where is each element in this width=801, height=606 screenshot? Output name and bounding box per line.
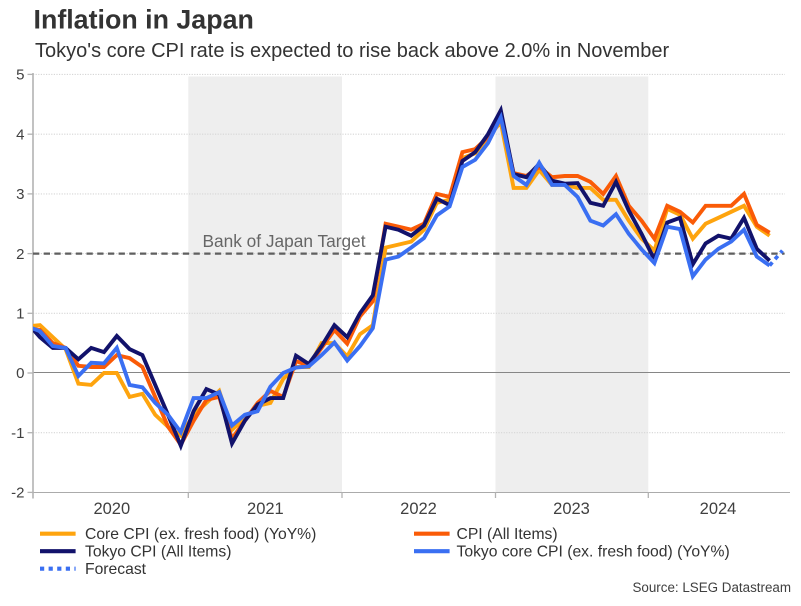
svg-text:-2: -2 <box>11 485 24 502</box>
svg-text:-1: -1 <box>11 425 24 442</box>
svg-text:5: 5 <box>16 67 24 84</box>
svg-text:Tokyo core CPI (ex. fresh food: Tokyo core CPI (ex. fresh food) (YoY%) <box>457 544 730 561</box>
svg-text:0: 0 <box>16 365 24 382</box>
svg-text:Source: LSEG Datastream: Source: LSEG Datastream <box>632 580 791 595</box>
svg-text:Inflation in Japan: Inflation in Japan <box>34 5 254 35</box>
svg-text:4: 4 <box>16 126 24 143</box>
svg-text:2020: 2020 <box>93 500 130 518</box>
svg-text:2024: 2024 <box>700 500 737 518</box>
svg-text:2021: 2021 <box>247 500 284 518</box>
svg-text:Core CPI (ex. fresh food) (YoY: Core CPI (ex. fresh food) (YoY%) <box>85 526 316 543</box>
svg-text:2023: 2023 <box>553 500 590 518</box>
svg-text:Forecast: Forecast <box>85 561 147 578</box>
svg-text:CPI (All Items): CPI (All Items) <box>457 526 558 543</box>
svg-text:Tokyo's core CPI rate is expec: Tokyo's core CPI rate is expected to ris… <box>35 40 669 62</box>
svg-text:Bank of Japan Target: Bank of Japan Target <box>202 231 365 251</box>
svg-text:1: 1 <box>16 306 24 323</box>
svg-text:3: 3 <box>16 186 24 203</box>
svg-text:2: 2 <box>16 246 24 263</box>
svg-text:Tokyo CPI (All Items): Tokyo CPI (All Items) <box>85 544 231 561</box>
svg-text:2022: 2022 <box>400 500 437 518</box>
